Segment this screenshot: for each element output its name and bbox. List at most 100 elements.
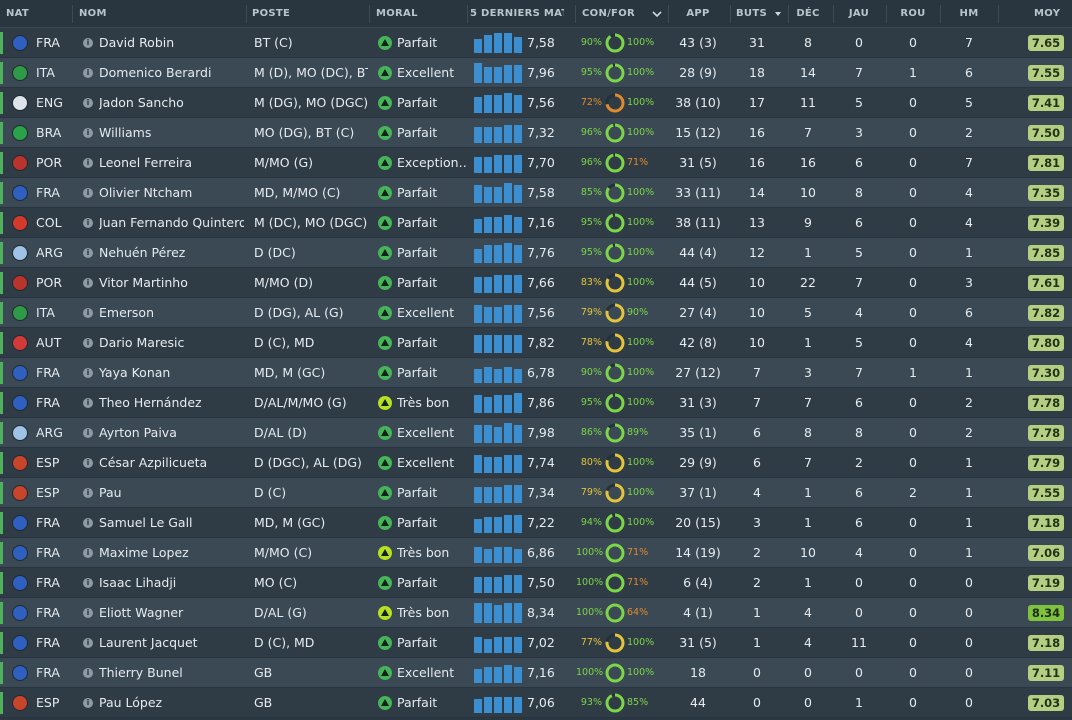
table-row[interactable]: ITA i Domenico Berardi M (D), MO (DC), BT..… [0,58,1072,88]
condition-ring-icon [605,93,625,113]
assists: 4 [804,605,812,620]
col-goals-header[interactable]: BUTS [736,8,767,19]
red-cards: 0 [909,155,917,170]
match-fitness-percent: 100% [627,217,655,228]
table-row[interactable]: FRA i Olivier Ntcham MD, M/MO (C) Parfait 7,5… [0,178,1072,208]
info-icon[interactable]: i [83,488,93,498]
col-last5-header[interactable]: 5 DERNIERS MAT… [470,8,564,19]
player-name-link[interactable]: Eliott Wagner [99,605,184,620]
player-name-link[interactable]: Pau López [99,695,163,710]
player-name-link[interactable]: Yaya Konan [99,365,171,380]
player-name-link[interactable]: Theo Hernández [99,395,202,410]
form-bar [484,517,492,533]
table-row[interactable]: FRA i Eliott Wagner D/AL (G) Très bon 8,34 100… [0,598,1072,628]
col-confor-header[interactable]: CON/FOR [582,8,635,19]
col-app-header[interactable]: APP [686,8,710,19]
table-row[interactable]: AUT i Dario Maresic D (C), MD Parfait 7,82 78%… [0,328,1072,358]
player-name-link[interactable]: Jadon Sancho [99,95,184,110]
info-icon[interactable]: i [83,368,93,378]
info-icon[interactable]: i [83,638,93,648]
condition-ring-icon [605,243,625,263]
sort-desc-icon[interactable] [774,0,784,28]
chevron-down-icon[interactable] [652,0,664,28]
info-icon[interactable]: i [83,278,93,288]
player-morale: Parfait [397,365,438,380]
player-name-link[interactable]: Domenico Berardi [99,65,212,80]
player-name-link[interactable]: Thierry Bunel [99,665,183,680]
info-icon[interactable]: i [83,68,93,78]
table-row[interactable]: FRA i Samuel Le Gall MD, M (GC) Parfait 7,22 9… [0,508,1072,538]
table-row[interactable]: FRA i Isaac Lihadji MO (C) Parfait 7,50 100% 71… [0,568,1072,598]
table-row[interactable]: ARG i Ayrton Paiva D/AL (D) Excellent 7,98 86%… [0,418,1072,448]
player-name-link[interactable]: Maxime Lopez [99,545,189,560]
info-icon[interactable]: i [83,398,93,408]
table-row[interactable]: ITA i Emerson D (DG), AL (G) Excellent 7,56 79… [0,298,1072,328]
player-name-link[interactable]: Vitor Martinho [99,275,188,290]
player-morale: Parfait [397,485,438,500]
player-name-link[interactable]: Nehuén Pérez [99,245,186,260]
table-row[interactable]: POR i Vitor Martinho M/MO (D) Parfait 7,66 83%… [0,268,1072,298]
player-name-link[interactable]: David Robin [99,35,175,50]
col-yellow-header[interactable]: JAU [848,8,870,19]
table-row[interactable]: ARG i Nehuén Pérez D (DC) Parfait 7,76 95% 100%… [0,238,1072,268]
info-icon[interactable]: i [83,248,93,258]
col-motm-header[interactable]: HM [959,8,979,19]
info-icon[interactable]: i [83,38,93,48]
table-row[interactable]: FRA i Maxime Lopez M/MO (C) Très bon 6,86 100%… [0,538,1072,568]
appearances: 31 (5) [679,155,717,170]
col-name-header[interactable]: NOM [79,8,107,19]
info-icon[interactable]: i [83,698,93,708]
player-name-link[interactable]: César Azpilicueta [99,455,208,470]
player-name-link[interactable]: Samuel Le Gall [99,515,193,530]
info-icon[interactable]: i [83,548,93,558]
player-name-link[interactable]: Ayrton Paiva [99,425,177,440]
player-name-link[interactable]: Juan Fernando Quintero [99,215,244,230]
nation-flag-icon [12,485,28,501]
yellow-cards: 6 [855,395,863,410]
table-row[interactable]: FRA i Laurent Jacquet D (C), MD Parfait 7,02 7… [0,628,1072,658]
match-fitness-percent: 100% [627,457,655,468]
table-row[interactable]: ENG i Jadon Sancho M (DG), MO (DGC) Parfait 7… [0,88,1072,118]
table-row[interactable]: FRA i David Robin BT (C) Parfait 7,58 90% 100% 4… [0,28,1072,58]
col-position-header[interactable]: POSTE [252,8,291,19]
col-morale-header[interactable]: MORAL [376,8,418,19]
table-row[interactable]: FRA i Thierry Bunel GB Excellent 7,16 100% 100%… [0,658,1072,688]
player-name-link[interactable]: Laurent Jacquet [99,635,198,650]
info-icon[interactable]: i [83,518,93,528]
morale-arrow-icon [378,456,392,470]
table-row[interactable]: FRA i Theo Hernández D/AL/M/MO (G) Très bon 7… [0,388,1072,418]
info-icon[interactable]: i [83,188,93,198]
col-nat-header[interactable]: NAT [6,8,30,19]
info-icon[interactable]: i [83,128,93,138]
player-name-link[interactable]: Leonel Ferreira [99,155,193,170]
player-name-link[interactable]: Pau [99,485,122,500]
morale-arrow-icon [378,246,392,260]
player-name-link[interactable]: Emerson [99,305,154,320]
table-row[interactable]: FRA i Yaya Konan MD, M (GC) Parfait 6,78 90% 10… [0,358,1072,388]
col-assists-header[interactable]: DÉC [796,8,820,19]
table-row[interactable]: ESP i César Azpilicueta D (DGC), AL (DG) Exc… [0,448,1072,478]
info-icon[interactable]: i [83,98,93,108]
col-avg-rating-header[interactable]: MOY [1034,8,1061,19]
info-icon[interactable]: i [83,338,93,348]
info-icon[interactable]: i [83,428,93,438]
table-row[interactable]: POR i Leonel Ferreira M/MO (G) Exception… 7,7… [0,148,1072,178]
info-icon[interactable]: i [83,158,93,168]
info-icon[interactable]: i [83,218,93,228]
table-row[interactable]: COL i Juan Fernando Quintero M (DC), MO (DG… [0,208,1072,238]
info-icon[interactable]: i [83,608,93,618]
info-icon[interactable]: i [83,458,93,468]
table-row[interactable]: BRA i Williams MO (DG), BT (C) Parfait 7,32 96… [0,118,1072,148]
info-icon[interactable]: i [83,668,93,678]
form-bar [504,155,512,173]
info-icon[interactable]: i [83,308,93,318]
player-name-link[interactable]: Dario Maresic [99,335,185,350]
nationality: BRA [36,125,62,140]
table-row[interactable]: ESP i Pau D (C) Parfait 7,34 79% 100% 37 (1) 4 1 6 2… [0,478,1072,508]
info-icon[interactable]: i [83,578,93,588]
player-name-link[interactable]: Isaac Lihadji [99,575,177,590]
player-name-link[interactable]: Olivier Ntcham [99,185,193,200]
player-name-link[interactable]: Williams [99,125,152,140]
table-row[interactable]: ESP i Pau López GB Parfait 7,06 93% 85% 44 0 0 1 0 0 7… [0,688,1072,718]
col-red-header[interactable]: ROU [900,8,926,19]
